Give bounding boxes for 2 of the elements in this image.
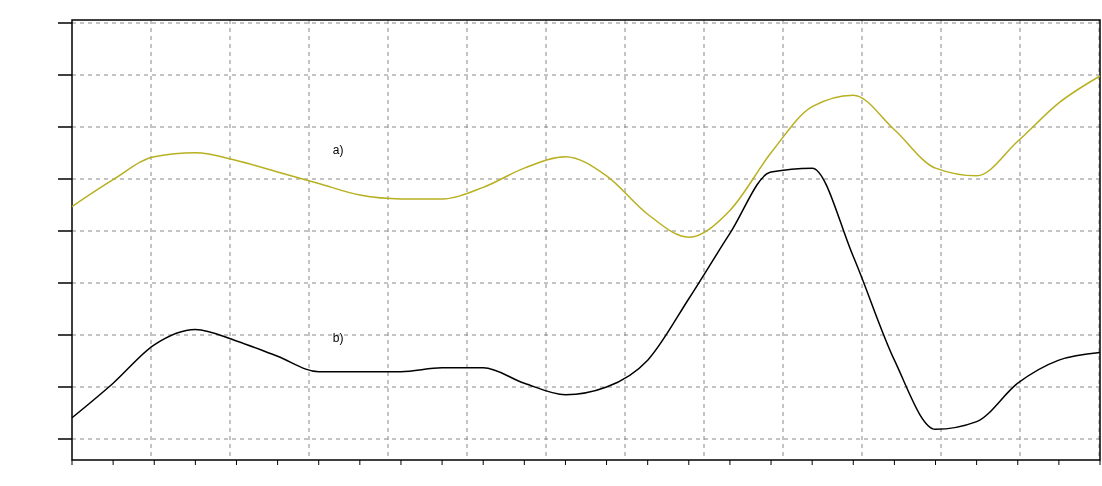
text: a) [332,142,344,157]
text: b) [332,330,344,345]
